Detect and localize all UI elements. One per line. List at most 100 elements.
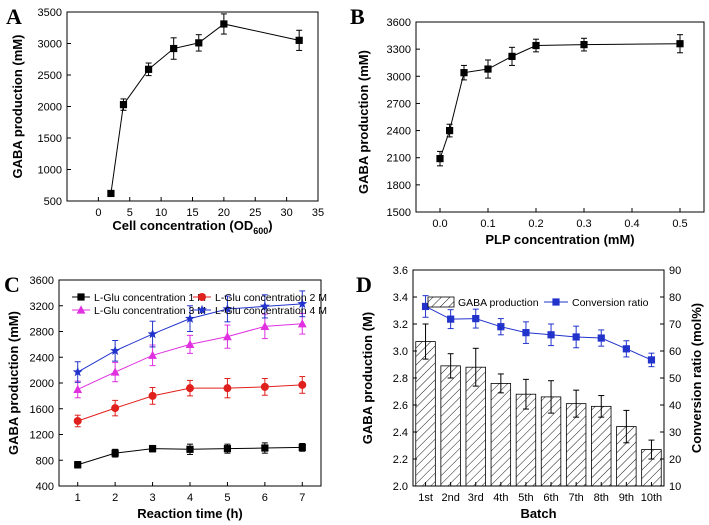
panel-c: C 1 2 3 4 5 6 7 400 800 1200 1600 2000 2400 2800 3200 36… <box>4 272 327 521</box>
data-point <box>260 321 270 330</box>
y-tick-label: 3200 <box>30 301 54 313</box>
y-tick-label: 1500 <box>38 133 62 145</box>
legend-marker <box>552 298 560 306</box>
data-point <box>73 384 83 394</box>
y-tick-label: 3.6 <box>393 265 408 277</box>
y-tick-label: 2000 <box>30 378 54 390</box>
y2-tick-label: 70 <box>669 319 681 331</box>
y-tick-label: 1200 <box>30 430 54 442</box>
conversion-point <box>622 345 630 353</box>
x-tick-label: 1st <box>418 492 433 504</box>
y-tick-label: 2400 <box>387 126 411 138</box>
x-tick-label: 3rd <box>468 492 484 504</box>
panel-label-a: A <box>6 4 22 29</box>
data-point <box>144 65 153 73</box>
x-tick-label: 25 <box>249 207 261 219</box>
series-4 <box>72 290 308 383</box>
y-axis-label: GABA production (M) <box>360 312 375 444</box>
plot-frame <box>66 11 319 202</box>
bar <box>415 341 436 487</box>
data-point <box>119 101 128 109</box>
bar <box>490 382 512 487</box>
x-tick-label: 20 <box>218 207 230 219</box>
y-tick-label: 2.8 <box>393 373 408 385</box>
y-tick-label: 2.2 <box>393 454 408 466</box>
data-point <box>295 36 303 44</box>
conversion-point <box>572 333 580 341</box>
x-axis-label: Cell concentration (OD600) <box>112 218 272 236</box>
y-tick-label: 3.2 <box>393 319 408 331</box>
series-line <box>77 323 303 390</box>
panel-b: B 0.0 0.1 0.2 0.3 0.4 0.5 1500 1800 2100 2400 2700 3… <box>350 4 705 247</box>
y2-tick-label: 60 <box>669 346 681 358</box>
data-point <box>297 319 307 328</box>
y-tick-label: 3300 <box>387 44 411 56</box>
data-point <box>107 189 115 198</box>
y-tick-label: 2000 <box>38 102 62 114</box>
data-point <box>110 345 121 356</box>
x-tick-label: 10 <box>155 207 167 219</box>
x-tick-label: 10th <box>641 492 662 504</box>
y-tick-label: 1600 <box>30 404 54 416</box>
legend: GABA production Conversion ratio <box>427 296 649 309</box>
legend-label: L-Glu concentration 2 M <box>215 292 327 304</box>
data-point <box>220 20 228 28</box>
data-point <box>110 367 120 376</box>
y-tick-label: 400 <box>36 481 54 493</box>
y-tick-label: 2700 <box>387 98 411 110</box>
conversion-point <box>472 315 480 323</box>
y-tick-label: 3000 <box>387 71 411 83</box>
legend-marker <box>197 304 207 315</box>
data-point <box>298 380 307 389</box>
x-tick-label: 0.3 <box>576 218 591 230</box>
x-tick-label: 5 <box>127 207 133 219</box>
y2-tick-label: 10 <box>669 481 681 493</box>
y2-tick-label: 50 <box>669 373 681 385</box>
x-tick-label: 35 <box>312 207 324 219</box>
data-point <box>676 40 684 48</box>
series-1 <box>74 442 306 469</box>
panel-label-c: C <box>4 272 20 297</box>
data-point <box>223 384 232 393</box>
y-tick-label: 1000 <box>38 165 62 177</box>
y-axis-label: GABA production (mM) <box>6 311 21 455</box>
data-point <box>260 382 269 391</box>
y-tick-label: 2400 <box>30 352 54 364</box>
data-point <box>148 391 157 400</box>
x-tick-label: 5th <box>518 492 533 504</box>
data-point <box>223 332 232 341</box>
x-tick-label: 0.2 <box>528 218 543 230</box>
x-tick-label: 0.5 <box>672 218 687 230</box>
conversion-point <box>647 356 656 364</box>
legend-label: L-Glu concentration 4 M <box>215 305 327 317</box>
series-2 <box>73 376 307 428</box>
y2-tick-label: 90 <box>669 265 681 277</box>
legend-marker <box>198 293 206 301</box>
data-point <box>186 384 194 393</box>
data-point <box>73 416 82 425</box>
legend: L-Glu concentration 1 M L-Glu concentrati… <box>72 292 327 317</box>
legend-label: L-Glu concentration 1 M <box>94 292 206 304</box>
bar <box>591 405 612 487</box>
x-axis-label: Reaction time (h) <box>137 506 242 521</box>
data-point <box>446 126 454 135</box>
panel-a: A 0 5 10 15 20 25 30 35 500 1000 1500 2000 2500 3000 35… <box>6 4 324 236</box>
plot-frame <box>415 21 705 213</box>
y2-tick-label: 80 <box>669 292 681 304</box>
data-point <box>222 303 233 314</box>
data-point <box>532 41 540 50</box>
y-axis-label: GABA production (mM) <box>10 35 25 179</box>
x-tick-label: 4 <box>187 492 193 504</box>
x-tick-label: 6 <box>262 492 268 504</box>
x-tick-label: 7 <box>299 492 305 504</box>
legend-bar-swatch <box>427 296 455 308</box>
data-point <box>508 52 516 60</box>
x-tick-label: 6th <box>543 492 558 504</box>
data-point <box>170 44 178 53</box>
y-tick-label: 2500 <box>38 70 62 82</box>
y2-axis-label: Conversion ratio (mol%) <box>689 303 704 453</box>
panel-label-d: D <box>356 272 372 297</box>
data-point <box>436 155 444 163</box>
data-point <box>261 444 269 452</box>
x-tick-label: 15 <box>186 207 198 219</box>
